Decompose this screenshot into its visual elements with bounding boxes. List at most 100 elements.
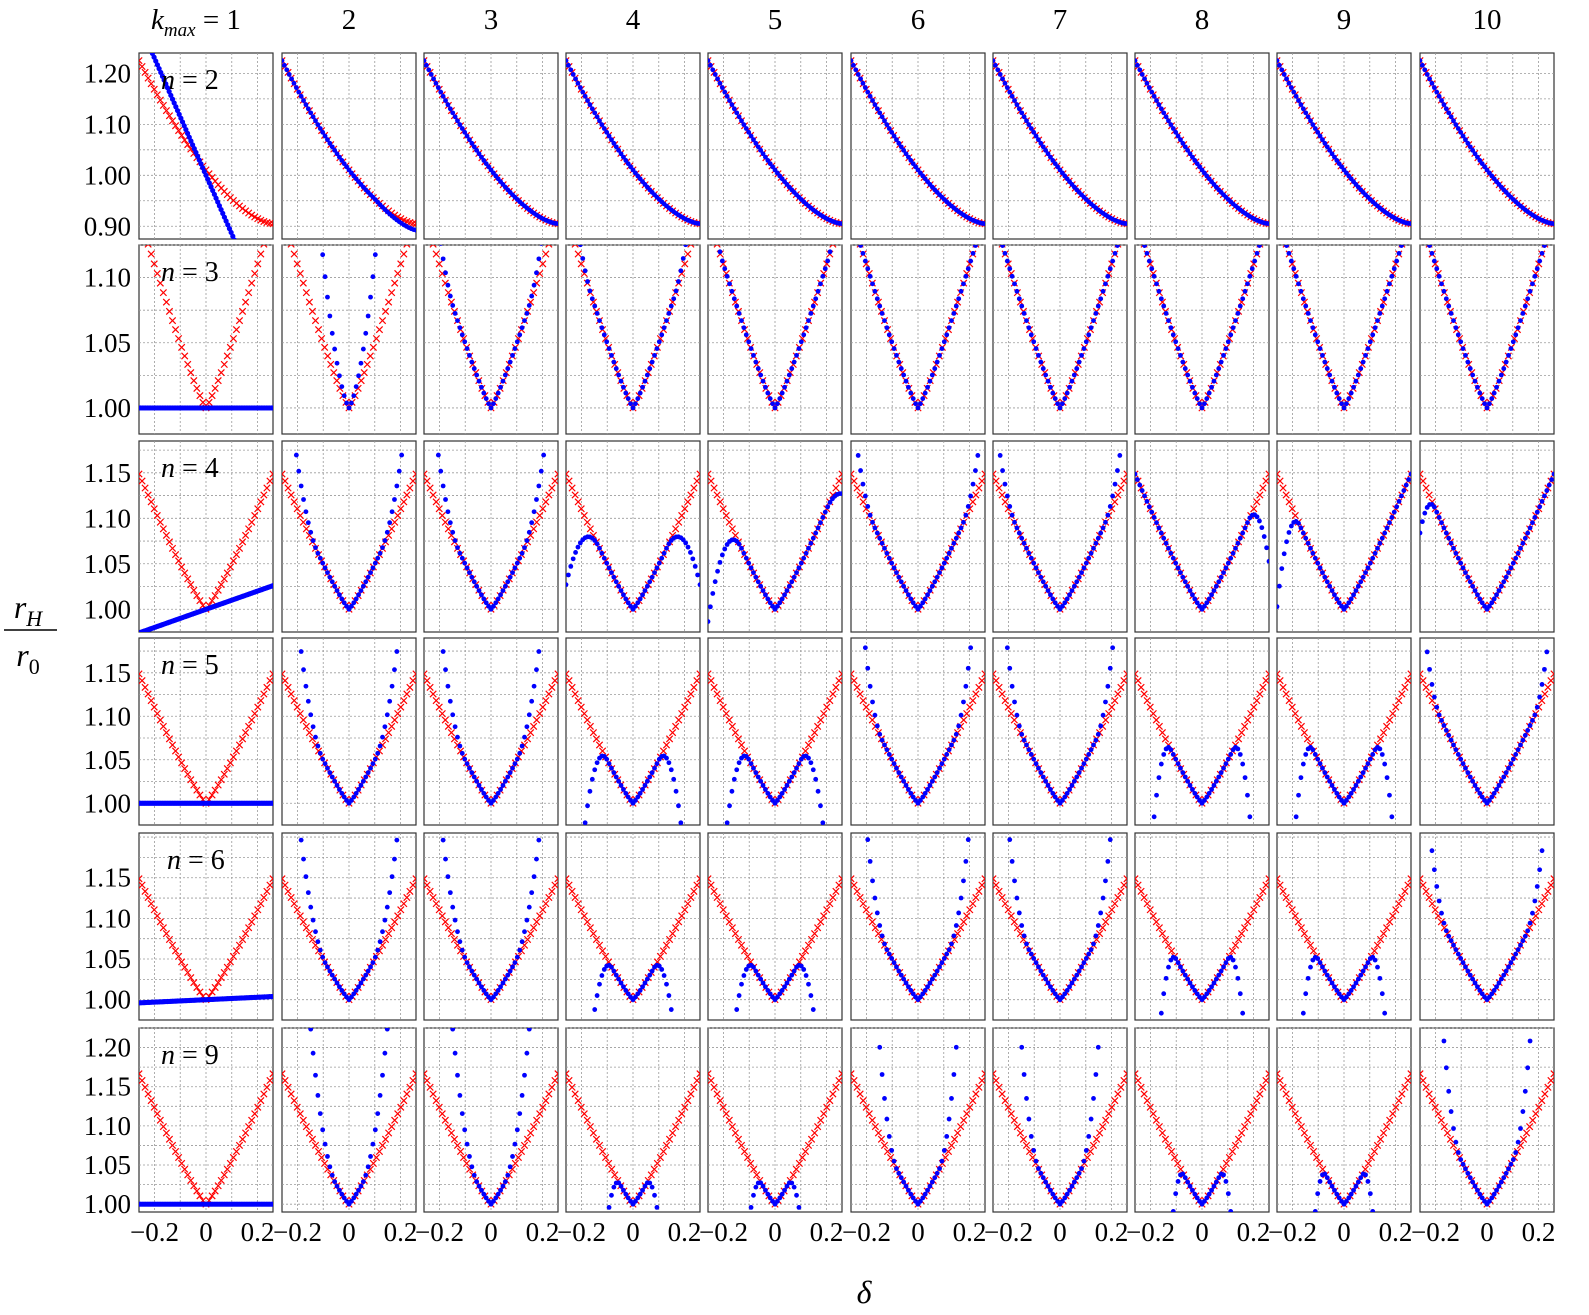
red-marker xyxy=(324,352,332,360)
red-marker xyxy=(851,670,855,678)
blue-point xyxy=(1036,570,1041,575)
blue-point xyxy=(384,529,390,535)
blue-point xyxy=(1310,747,1316,753)
red-marker xyxy=(241,531,250,540)
red-marker xyxy=(668,729,677,737)
blue-point xyxy=(644,778,650,784)
blue-point xyxy=(609,765,614,771)
x-tick-label: −0.2 xyxy=(273,1217,322,1247)
red-marker xyxy=(554,875,558,883)
red-marker xyxy=(287,893,295,902)
blue-point xyxy=(337,154,342,160)
blue-point xyxy=(531,282,537,288)
blue-point xyxy=(462,129,468,135)
blue-point xyxy=(917,798,923,803)
red-marker xyxy=(174,557,183,565)
red-marker xyxy=(162,531,171,540)
blue-point xyxy=(1479,600,1485,606)
blue-point xyxy=(1151,273,1157,279)
blue-point xyxy=(1245,520,1250,526)
red-marker xyxy=(580,912,588,920)
blue-point xyxy=(941,560,947,566)
blue-point xyxy=(1002,481,1008,487)
blue-point xyxy=(282,62,287,68)
red-marker xyxy=(168,316,177,325)
blue-point xyxy=(1446,110,1452,116)
blue-point xyxy=(1002,80,1008,86)
red-marker xyxy=(245,924,253,932)
blue-point xyxy=(635,396,641,402)
blue-point xyxy=(1209,384,1214,390)
red-marker xyxy=(1420,57,1424,65)
blue-point xyxy=(1059,603,1065,609)
red-marker xyxy=(577,260,585,268)
blue-point xyxy=(874,723,880,729)
blue-point xyxy=(592,1007,598,1012)
blue-point xyxy=(661,973,667,978)
red-marker xyxy=(193,983,201,992)
blue-point xyxy=(1406,477,1411,482)
blue-point xyxy=(1009,273,1015,279)
blue-point xyxy=(1305,310,1311,316)
blue-point xyxy=(310,538,316,543)
x-tick-label: 0.2 xyxy=(1237,1217,1271,1247)
blue-point xyxy=(1453,550,1459,556)
blue-point xyxy=(582,268,588,274)
blue-point xyxy=(782,384,787,390)
red-marker xyxy=(406,484,414,492)
blue-point xyxy=(968,258,974,264)
red-marker xyxy=(181,963,189,971)
red-marker xyxy=(241,729,250,737)
blue-point xyxy=(1259,525,1265,531)
blue-point xyxy=(656,339,662,345)
blue-point xyxy=(965,504,971,509)
blue-point xyxy=(1317,133,1323,139)
blue-point xyxy=(794,352,799,358)
blue-point xyxy=(968,493,974,499)
blue-point xyxy=(322,274,328,280)
blue-point xyxy=(1346,396,1352,402)
blue-point xyxy=(392,497,397,502)
blue-point xyxy=(522,318,527,323)
red-marker xyxy=(1550,470,1554,478)
red-marker xyxy=(260,491,268,499)
blue-point xyxy=(753,770,759,776)
blue-point xyxy=(392,856,397,862)
blue-point xyxy=(1235,540,1241,546)
red-marker xyxy=(388,722,396,730)
blue-point xyxy=(609,964,614,970)
blue-point xyxy=(413,227,416,233)
red-marker xyxy=(190,979,198,987)
blue-point xyxy=(1019,110,1025,116)
blue-point xyxy=(575,544,581,550)
blue-point xyxy=(1322,359,1328,365)
blue-point xyxy=(611,574,617,580)
blue-point xyxy=(941,756,947,762)
blue-point xyxy=(808,540,814,546)
blue-point xyxy=(601,967,607,972)
red-marker xyxy=(162,298,171,306)
blue-point xyxy=(1213,372,1219,378)
y-tick-label: 1.05 xyxy=(84,549,131,579)
blue-point xyxy=(469,770,475,776)
blue-point xyxy=(1154,520,1159,526)
blue-point xyxy=(867,273,873,279)
blue-point xyxy=(975,453,981,458)
red-marker xyxy=(162,729,171,737)
blue-point xyxy=(1296,792,1301,798)
red-marker xyxy=(308,935,317,944)
blue-point xyxy=(1112,481,1118,487)
red-marker xyxy=(299,918,307,926)
blue-point xyxy=(1161,303,1167,309)
blue-point xyxy=(736,114,742,120)
blue-point xyxy=(365,313,371,319)
blue-point xyxy=(1014,102,1020,108)
blue-point xyxy=(481,790,487,796)
panel-n4-k4 xyxy=(565,440,701,633)
blue-point xyxy=(507,359,513,365)
blue-point xyxy=(464,565,470,571)
red-marker xyxy=(1277,470,1281,478)
blue-point xyxy=(507,574,513,580)
red-marker xyxy=(282,881,289,889)
blue-point xyxy=(724,273,730,279)
